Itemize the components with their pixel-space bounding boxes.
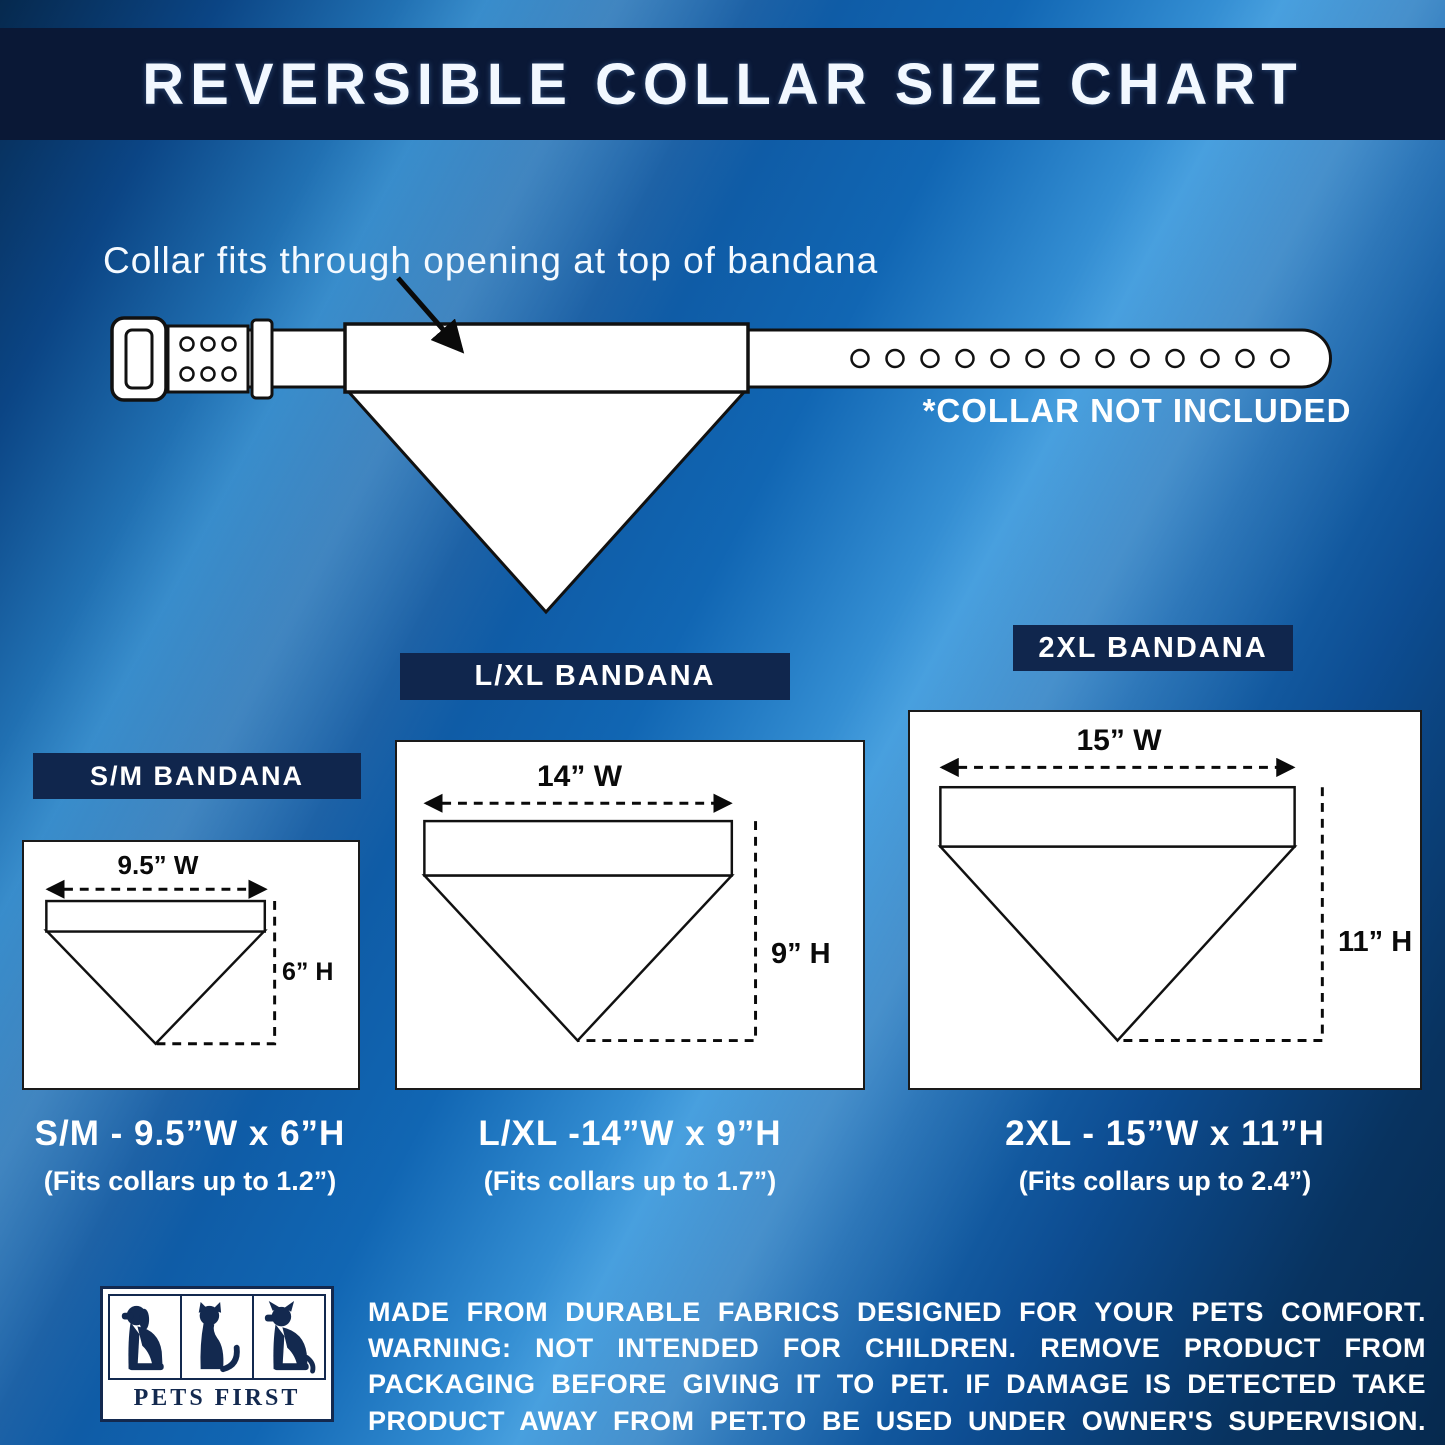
collar-buckle-inner: [124, 328, 154, 390]
height-guide: [155, 901, 277, 1046]
size-summary-lxl: L/XL -14”W x 9”H (Fits collars up to 1.7…: [395, 1114, 865, 1197]
bandana-triangle: [43, 929, 268, 1046]
bandana-sleeve: [45, 899, 267, 933]
collar-strap-holes: [850, 348, 1290, 369]
cat-silhouette-icon: [180, 1296, 252, 1378]
fits-line-sm: (Fits collars up to 1.2”): [43, 1166, 337, 1196]
panel-lxl: 14” W 9” H: [395, 740, 865, 1090]
height-label-2xl: 11” H: [1338, 926, 1413, 958]
width-label-sm: 9.5” W: [117, 850, 199, 880]
height-label-sm: 6” H: [282, 958, 334, 986]
size-line-lxl: L/XL -14”W x 9”H: [478, 1114, 782, 1153]
bandana-diagram-lxl: [421, 793, 758, 1043]
logo-wordmark: PETS FIRST: [133, 1385, 301, 1411]
caption-arrow-icon: [396, 276, 465, 354]
collar-keeper: [250, 318, 274, 400]
size-summary-2xl: 2XL - 15”W x 11”H (Fits collars up to 2.…: [908, 1114, 1422, 1197]
bandana-sleeve: [343, 322, 750, 394]
panel-label-sm: S/M BANDANA: [33, 753, 361, 799]
shepherd-silhouette-icon: [252, 1296, 324, 1378]
collar-hole-plate: [166, 324, 250, 394]
panel-2xl: 15” W 11” H: [908, 710, 1422, 1090]
width-label-2xl: 15” W: [1076, 724, 1162, 757]
size-line-sm: S/M - 9.5”W x 6”H: [34, 1114, 346, 1153]
bandana-triangle: [421, 874, 735, 1043]
size-line-2xl: 2XL - 15”W x 11”H: [1005, 1114, 1325, 1153]
height-label-lxl: 9” H: [771, 938, 831, 970]
page-title: REVERSIBLE COLLAR SIZE CHART: [142, 51, 1303, 117]
bandana-diagram-2xl: [937, 757, 1324, 1043]
collar-illustration: [110, 276, 1332, 615]
collar-not-included-note: *COLLAR NOT INCLUDED: [922, 392, 1352, 429]
bandana-triangle: [937, 845, 1298, 1043]
bandana-sleeve: [423, 819, 734, 877]
collar-caption: Collar fits through opening at top of ba…: [103, 240, 879, 281]
height-guide: [577, 821, 758, 1043]
panel-label-2xl: 2XL BANDANA: [1013, 625, 1293, 671]
fits-line-2xl: (Fits collars up to 2.4”): [1018, 1166, 1312, 1196]
pets-first-logo: PETS FIRST: [100, 1286, 334, 1422]
height-guide: [1117, 787, 1324, 1042]
collar-plate-holes: [179, 336, 237, 382]
bandana-diagram-sm: [43, 879, 277, 1046]
title-bar: REVERSIBLE COLLAR SIZE CHART: [0, 28, 1445, 140]
dog-silhouette-icon: [110, 1296, 180, 1378]
width-label-lxl: 14” W: [536, 760, 623, 793]
logo-silhouettes-row: [108, 1294, 326, 1380]
bandana-triangle: [343, 388, 750, 615]
panel-sm: 9.5” W 6” H: [22, 840, 360, 1090]
bandana-sleeve: [939, 785, 1296, 848]
size-summary-sm: S/M - 9.5”W x 6”H (Fits collars up to 1.…: [10, 1114, 370, 1197]
disclaimer-text: MADE FROM DURABLE FABRICS DESIGNED FOR Y…: [368, 1297, 1426, 1436]
panel-label-lxl: L/XL BANDANA: [400, 653, 790, 700]
fits-line-lxl: (Fits collars up to 1.7”): [483, 1166, 777, 1196]
